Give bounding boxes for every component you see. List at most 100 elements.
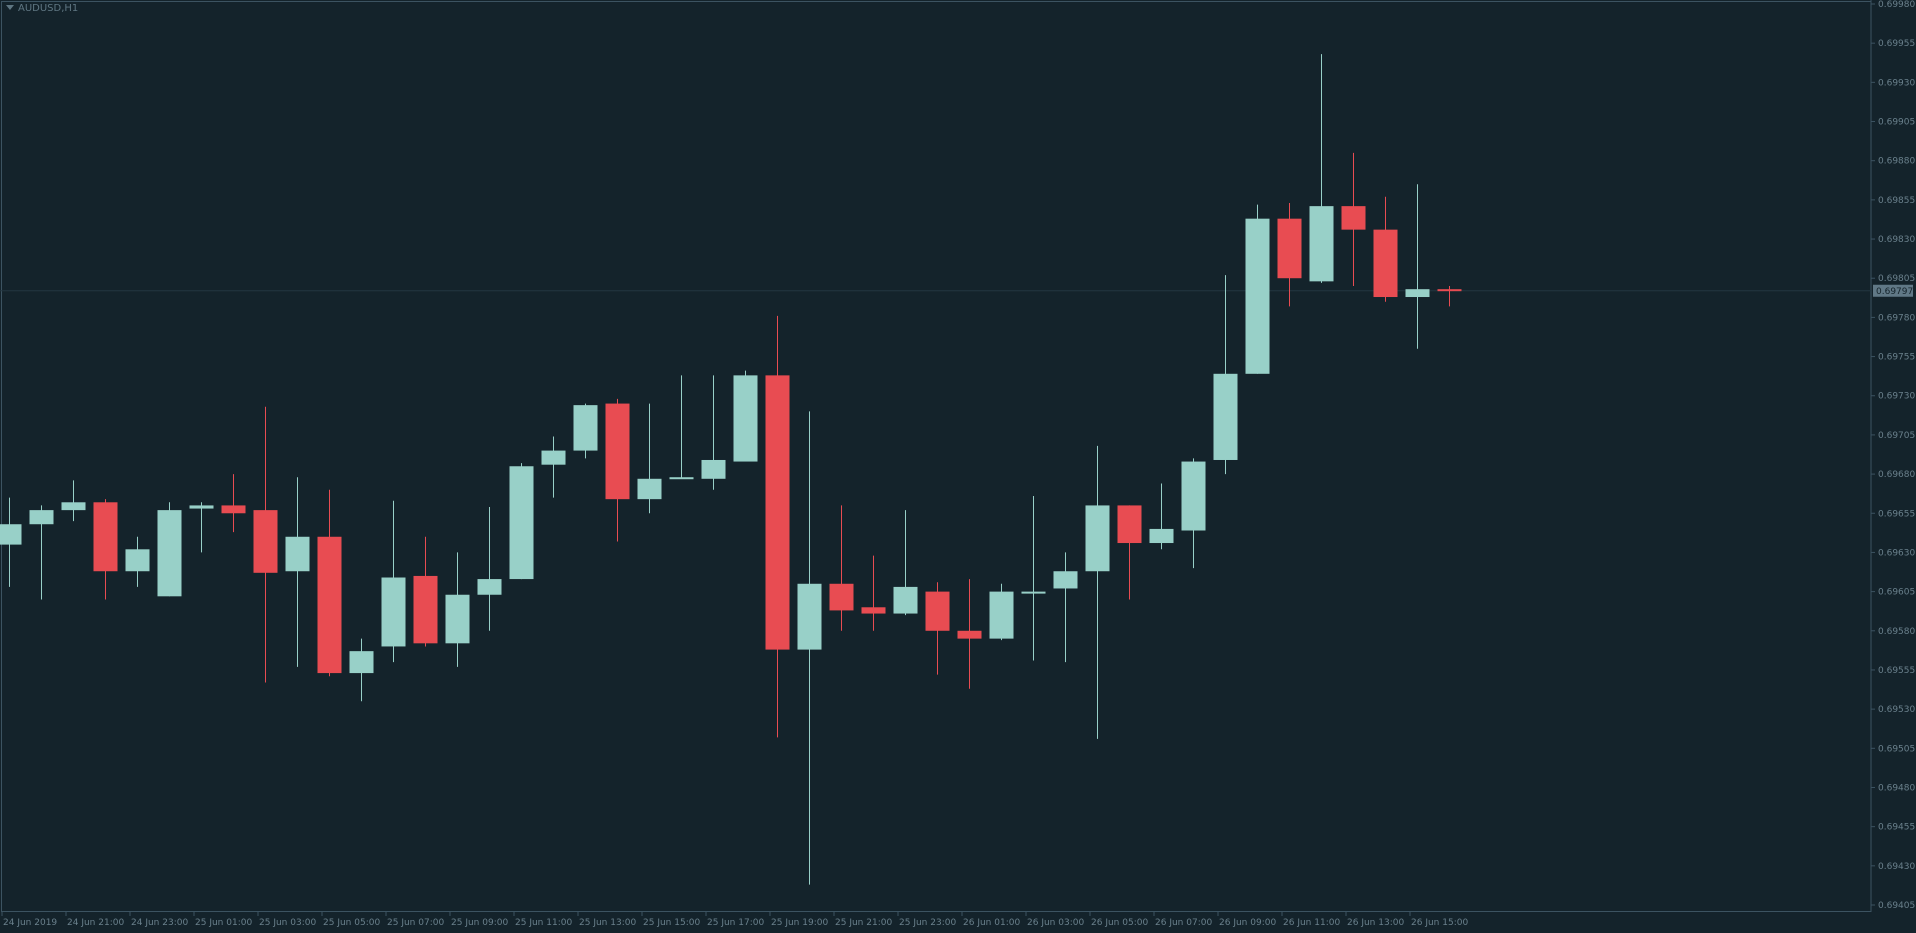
candle xyxy=(701,375,726,490)
price-tick-label: 0.69430 xyxy=(1878,862,1915,872)
price-tick-label: 0.69605 xyxy=(1878,588,1915,598)
candle-body xyxy=(637,478,662,500)
time-tick-label: 25 Jun 05:00 xyxy=(323,918,380,928)
candle xyxy=(829,505,854,631)
candle xyxy=(285,477,310,667)
candle xyxy=(669,375,694,480)
candle-body xyxy=(541,450,566,465)
candle xyxy=(93,499,118,600)
candle-body xyxy=(317,536,342,674)
candle-body xyxy=(285,536,310,572)
candle-body xyxy=(1373,229,1398,298)
candle-body xyxy=(221,505,246,514)
symbol-label[interactable]: AUDUSD,H1 xyxy=(6,3,78,14)
time-tick-label: 26 Jun 07:00 xyxy=(1155,918,1212,928)
time-tick-label: 25 Jun 07:00 xyxy=(387,918,444,928)
candle-body xyxy=(125,549,150,572)
plot-border xyxy=(1,1,1872,912)
candle xyxy=(637,403,662,514)
price-tick-label: 0.69930 xyxy=(1878,78,1915,88)
candle xyxy=(1373,196,1398,302)
candle-body xyxy=(1053,571,1078,589)
current-price-box xyxy=(1873,284,1913,297)
chevron-down-icon[interactable] xyxy=(6,5,14,10)
time-tick-label: 26 Jun 11:00 xyxy=(1283,918,1340,928)
candle xyxy=(797,411,822,885)
candle-body xyxy=(797,583,822,650)
time-tick-label: 24 Jun 2019 xyxy=(3,918,57,928)
candle-body xyxy=(349,651,374,674)
candle-body xyxy=(1405,289,1430,298)
candle-body xyxy=(573,405,598,451)
candle xyxy=(253,406,278,683)
price-tick-label: 0.69780 xyxy=(1878,313,1915,323)
candle xyxy=(1085,445,1110,739)
candle-body xyxy=(0,524,22,545)
candle-body xyxy=(445,594,470,644)
price-tick-label: 0.69630 xyxy=(1878,548,1915,558)
candle xyxy=(1245,204,1270,374)
candle xyxy=(1053,552,1078,663)
time-tick-label: 26 Jun 01:00 xyxy=(963,918,1020,928)
time-tick-label: 24 Jun 23:00 xyxy=(131,918,188,928)
candle xyxy=(573,403,598,459)
candle xyxy=(189,502,214,553)
price-tick-label: 0.69555 xyxy=(1878,666,1915,676)
time-tick-label: 26 Jun 15:00 xyxy=(1411,918,1468,928)
candle-body xyxy=(989,591,1014,639)
symbol-text: AUDUSD,H1 xyxy=(18,3,79,14)
candle-body xyxy=(1277,218,1302,279)
candle xyxy=(957,579,982,689)
price-tick-label: 0.69680 xyxy=(1878,470,1915,480)
candle xyxy=(1341,152,1366,287)
candle xyxy=(413,536,438,647)
price-tick-label: 0.69455 xyxy=(1878,823,1915,833)
time-tick-label: 26 Jun 13:00 xyxy=(1347,918,1404,928)
candle xyxy=(317,489,342,677)
candle xyxy=(445,552,470,667)
candle xyxy=(1277,203,1302,307)
time-tick-label: 25 Jun 21:00 xyxy=(835,918,892,928)
candle-body xyxy=(701,459,726,479)
time-tick-label: 26 Jun 05:00 xyxy=(1091,918,1148,928)
candle-body xyxy=(829,583,854,611)
candle xyxy=(605,398,630,542)
candle-body xyxy=(861,607,886,614)
candle-body xyxy=(1437,289,1462,292)
candle-body xyxy=(381,577,406,647)
time-tick-label: 25 Jun 17:00 xyxy=(707,918,764,928)
candle xyxy=(157,502,182,597)
candle xyxy=(1213,275,1238,475)
price-tick-label: 0.69655 xyxy=(1878,509,1915,519)
candle xyxy=(733,370,758,462)
price-tick-label: 0.69505 xyxy=(1878,744,1915,754)
price-tick-label: 0.69955 xyxy=(1878,39,1915,49)
candle xyxy=(381,500,406,663)
price-tick-label: 0.69705 xyxy=(1878,431,1915,441)
candle xyxy=(541,436,566,498)
time-tick-label: 25 Jun 11:00 xyxy=(515,918,572,928)
candle-body xyxy=(733,375,758,462)
candle xyxy=(61,480,86,522)
candle xyxy=(1437,286,1462,307)
candle-body xyxy=(413,575,438,644)
candle-body xyxy=(1021,591,1046,594)
price-tick-label: 0.69830 xyxy=(1878,235,1915,245)
price-tick-label: 0.69980 xyxy=(1878,0,1915,10)
candle-body xyxy=(1309,206,1334,282)
candle-body xyxy=(477,579,502,595)
time-tick-label: 26 Jun 03:00 xyxy=(1027,918,1084,928)
candle xyxy=(0,497,22,587)
candle-body xyxy=(1149,528,1174,544)
candle-body xyxy=(605,403,630,500)
price-tick-label: 0.69480 xyxy=(1878,783,1915,793)
time-tick-label: 25 Jun 19:00 xyxy=(771,918,828,928)
candle xyxy=(349,638,374,702)
price-tick-label: 0.69805 xyxy=(1878,274,1915,284)
candle xyxy=(1149,483,1174,550)
candle-body xyxy=(893,586,918,614)
price-tick-label: 0.69530 xyxy=(1878,705,1915,715)
candle-body xyxy=(957,630,982,639)
